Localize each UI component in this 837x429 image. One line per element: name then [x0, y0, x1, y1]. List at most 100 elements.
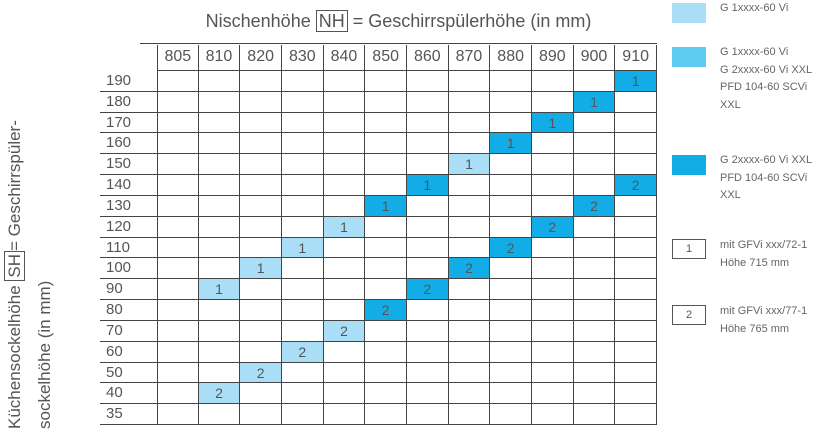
cell: [240, 71, 282, 92]
cell: [407, 320, 449, 342]
cell: [448, 237, 491, 259]
cell: [490, 91, 532, 113]
cell: [532, 383, 574, 405]
row-label: 120: [100, 217, 157, 238]
row-label: 50: [100, 363, 157, 384]
cell: [615, 362, 657, 384]
cell: [532, 175, 574, 196]
cell: [240, 383, 282, 405]
legend-swatch: [672, 155, 706, 175]
cell: [573, 383, 616, 405]
title: Nischenhöhe NH = Geschirrspülerhöhe (in …: [140, 6, 657, 44]
cell: [323, 195, 366, 217]
side-text: = Geschirrspüler-: [5, 120, 24, 251]
legend-swatch: [672, 3, 706, 23]
cell: [240, 279, 282, 301]
cell: [282, 258, 324, 280]
cell: [407, 216, 449, 238]
cell: [615, 112, 657, 134]
cell: [365, 71, 407, 92]
cell: [157, 112, 199, 134]
cell: 1: [240, 258, 282, 280]
cell: [407, 258, 449, 280]
cell: [198, 195, 241, 217]
side-label: Küchensockelhöhe SH= Geschirrspüler- soc…: [0, 9, 60, 429]
cell: [573, 154, 616, 176]
cell: [157, 258, 199, 280]
cell: [615, 279, 657, 301]
cell: [282, 175, 324, 196]
cell: [407, 341, 449, 363]
legend-text: PFD 104-60 SCVi: [720, 171, 808, 184]
cell: [573, 112, 616, 134]
cell: [282, 404, 324, 425]
legend: G 1xxxx-60 Vi G 1xxxx-60 Vi G 2xxxx-60 Vi …: [672, 0, 837, 429]
cell: [365, 362, 407, 384]
cell: [157, 175, 199, 196]
cell: 2: [532, 216, 574, 238]
cell: [157, 154, 199, 176]
cell: [615, 300, 657, 321]
column-header: 840: [323, 45, 366, 71]
cell: [198, 71, 241, 92]
legend-text: mit GFVi xxx/77-1: [720, 305, 808, 317]
side-line: Küchensockelhöhe SH= Geschirrspüler-: [0, 9, 30, 429]
cell: [573, 341, 616, 363]
side-line: sockelhöhe (in mm): [35, 280, 54, 429]
cell: [157, 71, 199, 92]
cell: [490, 175, 532, 196]
cell: [448, 341, 491, 363]
row-label: 70: [100, 321, 157, 342]
cell: [157, 320, 199, 342]
cell: 1: [448, 154, 491, 176]
cell: [532, 91, 574, 113]
cell: [615, 258, 657, 280]
cell: [615, 341, 657, 363]
cell: [365, 341, 407, 363]
cell: [532, 362, 574, 384]
row-label: 80: [100, 300, 157, 321]
cell: [573, 279, 616, 301]
cell: [573, 133, 616, 155]
cell: 1: [282, 237, 324, 259]
cell: [323, 112, 366, 134]
cell: [198, 362, 241, 384]
cell: [407, 404, 449, 425]
row-label: 150: [100, 154, 157, 176]
cell: [448, 112, 491, 134]
cell: [323, 91, 366, 113]
cell: [365, 133, 407, 155]
cell: [490, 216, 532, 238]
cell: [240, 320, 282, 342]
legend-text: Höhe 765 mm: [720, 322, 790, 335]
cell: 1: [573, 91, 616, 113]
cell: 1: [365, 195, 407, 217]
cell: [323, 362, 366, 384]
column-header: 810: [198, 45, 241, 71]
cell: [532, 258, 574, 280]
column-header: 860: [407, 45, 449, 71]
cell: [573, 404, 616, 425]
row-label: 90: [100, 279, 157, 301]
column-header: 900: [573, 45, 616, 71]
cell: [532, 71, 574, 92]
cell: [407, 154, 449, 176]
cell: [365, 404, 407, 425]
cell: [157, 341, 199, 363]
cell: [323, 383, 366, 405]
cell: [532, 404, 574, 425]
cell: [198, 258, 241, 280]
cell: [198, 341, 241, 363]
cell: [573, 362, 616, 384]
cell: [615, 383, 657, 405]
cell: [323, 133, 366, 155]
cell: [198, 91, 241, 113]
side-text: Küchensockelhöhe: [5, 285, 24, 429]
cell: 1: [532, 112, 574, 134]
row-label: 140: [100, 175, 157, 196]
cell: [532, 320, 574, 342]
cell: 2: [490, 237, 532, 259]
cell: [365, 258, 407, 280]
cell: [448, 404, 491, 425]
cell: 2: [448, 258, 491, 280]
